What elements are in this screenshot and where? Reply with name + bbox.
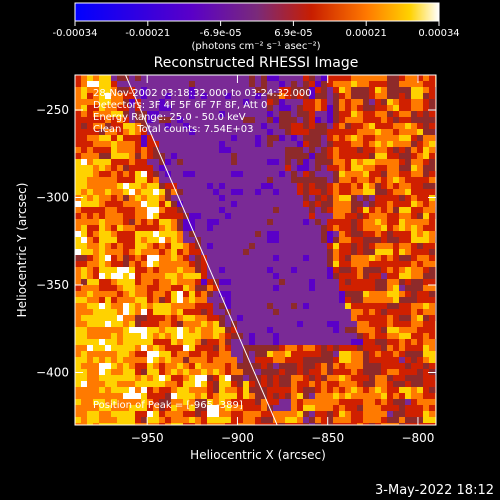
- colorbar-tick-label: -6.9e-05: [200, 28, 242, 39]
- colorbar-tick-label: 6.9e-05: [274, 28, 312, 39]
- annotation-time: 28-Nov-2002 03:18:32.000 to 03:24:32.000: [93, 88, 312, 99]
- y-axis-label: Heliocentric Y (arcsec): [15, 183, 29, 318]
- colorbar-tick-label: -0.00034: [53, 28, 98, 39]
- annotation-detectors: Detectors: 3F 4F 5F 6F 7F 8F, Att 0: [93, 100, 267, 111]
- x-tick-label: −950: [131, 431, 164, 445]
- footer-date: 3-May-2022 18:12: [375, 483, 494, 498]
- x-axis-label: Heliocentric X (arcsec): [190, 448, 326, 462]
- colorbar-tick-label: -0.00021: [125, 28, 170, 39]
- y-tick-label: −250: [36, 103, 69, 117]
- x-axis: −950 −900 −850 −800: [131, 75, 434, 445]
- x-tick-label: −900: [221, 431, 254, 445]
- annotation-energy: Energy Range: 25.0 - 50.0 keV: [93, 112, 246, 123]
- chart-title: Reconstructed RHESSI Image: [154, 55, 359, 71]
- x-tick-label: −800: [401, 431, 434, 445]
- colorbar: [74, 2, 440, 22]
- solar-limb-line: [125, 74, 278, 426]
- colorbar-unit-label: (photons cm⁻² s⁻¹ asec⁻²): [191, 41, 320, 52]
- y-tick-label: −300: [36, 191, 69, 205]
- colorbar-tick-label: 0.00021: [346, 28, 387, 39]
- plot-frame: [74, 74, 437, 426]
- annotation-counts: Clean Total counts: 7.54E+03: [93, 124, 253, 135]
- peak-position-label: Position of Peak = [-965,-389]: [93, 400, 243, 411]
- colorbar-ticks: -0.00034 -0.00021 -6.9e-05 6.9e-05 0.00021 0.…: [53, 21, 460, 39]
- y-tick-label: −350: [36, 278, 69, 292]
- x-tick-label: −850: [311, 431, 344, 445]
- y-axis: −250 −300 −350 −400: [36, 103, 436, 380]
- colorbar-tick-label: 0.00034: [418, 28, 459, 39]
- y-tick-label: −400: [36, 366, 69, 380]
